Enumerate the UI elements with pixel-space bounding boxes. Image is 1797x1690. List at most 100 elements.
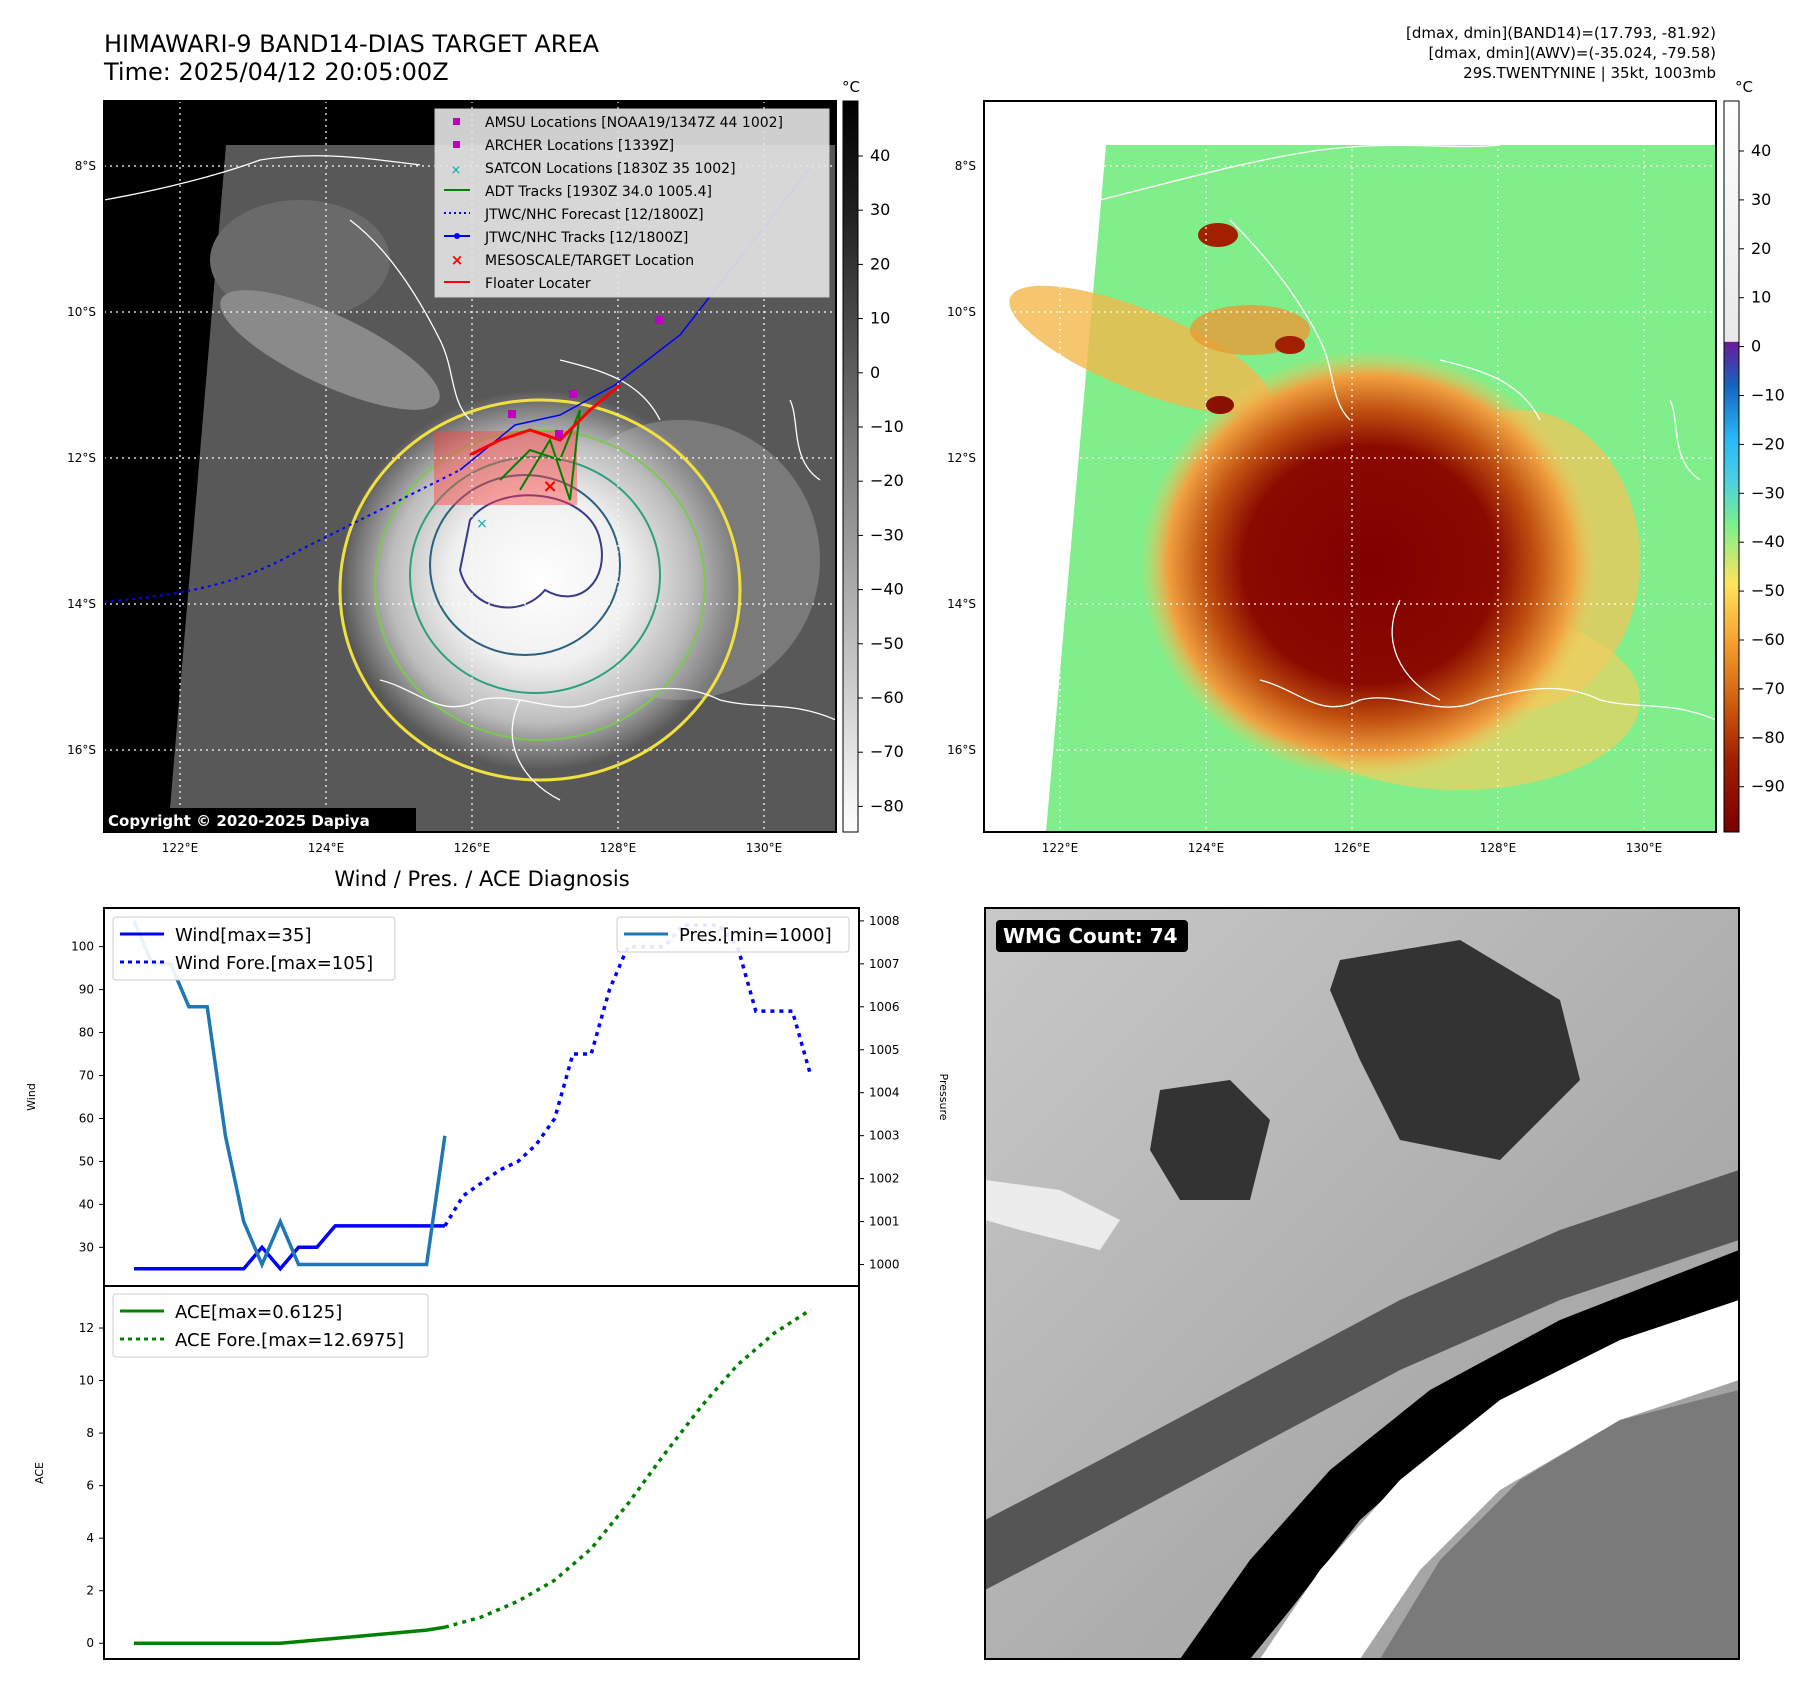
wmg-panel: WMG Count: 74 [984,907,1740,1660]
legend-marker-jtwc-dot [454,233,460,239]
colorbar-tick-label: 30 [1751,190,1771,209]
colorbar-tick-label: −90 [1751,777,1785,796]
pressure-axis-label: Pressure [937,1074,950,1121]
ir-map-frame [103,100,837,833]
ir-lon-labels: 122°E 124°E 126°E 128°E 130°E [162,841,783,855]
wv-colorbar-ticks: 40 30 20 10 0 −10 −20 −30 −40 −50 −60 −70 −80 −90 [1739,141,1785,796]
wv-storm-core [1140,350,1600,780]
wmg-cold-region [1150,1080,1270,1200]
ace-fore-legend-label: ACE Fore.[max=12.6975] [175,1330,404,1351]
wmg-band [1380,1390,1739,1659]
legend-label: ADT Tracks [1930Z 34.0 1005.4] [485,184,712,200]
legend-marker-archer [453,141,460,148]
legend-label: MESOSCALE/TARGET Location [485,253,694,269]
wv-map-frame [983,100,1717,833]
pressure-legend-label: Pres.[min=1000] [679,925,832,946]
ace-y-tick-label: 10 [79,1374,94,1388]
lat-label: 10°S [67,305,96,319]
lon-label: 128°E [600,841,637,855]
wind-y-tick-label: 40 [79,1197,94,1211]
wv-lon-labels: 122°E 124°E 126°E 128°E 130°E [1042,841,1663,855]
lat-label: 8°S [75,159,96,173]
jtwc-track [459,167,811,471]
figure-title: HIMAWARI-9 BAND14-DIAS TARGET AREA [104,30,600,58]
colorbar-tick-label: −10 [870,417,904,436]
wind-y-tick-label: 80 [79,1026,94,1040]
colorbar-tick-label: −30 [1751,483,1785,502]
pressure-y-tick-label: 1006 [869,1000,900,1014]
adt-track [499,409,581,501]
lat-label: 8°S [955,159,976,173]
lon-label: 130°E [1626,841,1663,855]
lon-label: 130°E [746,841,783,855]
wmg-cold-region [1330,940,1580,1160]
colorbar-tick-label: −70 [870,742,904,761]
wind-axis-label: Wind [25,1083,38,1111]
amsu-marker [508,410,516,418]
lon-label: 128°E [1480,841,1517,855]
mesoscale-marker: × [542,476,557,497]
legend-marker-satcon: × [451,163,462,178]
colorbar-tick-label: −40 [870,580,904,599]
pressure-y-ticks: 1000 1001 1002 1003 1004 1005 1006 1007 1008 [859,914,900,1272]
archer-marker [555,430,563,438]
legend-label: JTWC/NHC Tracks [12/1800Z] [484,230,688,246]
lon-label: 122°E [1042,841,1079,855]
jtwc-forecast-track [104,469,461,603]
pressure-y-tick-label: 1003 [869,1129,900,1143]
lon-label: 126°E [1334,841,1371,855]
wind-y-tick-label: 60 [79,1111,94,1125]
lat-label: 10°S [947,305,976,319]
pressure-y-tick-label: 1004 [869,1086,900,1100]
wmg-count-badge [996,920,1188,952]
ace-axis-label: ACE [33,1462,46,1484]
pressure-y-tick-label: 1001 [869,1215,900,1229]
lat-label: 12°S [947,451,976,465]
colorbar-tick-label: −60 [870,688,904,707]
copyright-label: Copyright © 2020-2025 Dapiya [108,812,370,830]
colorbar-tick-label: −50 [870,634,904,653]
wv-colorbar [1723,100,1740,833]
stats-line: 29S.TWENTYNINE | 35kt, 1003mb [1463,64,1716,82]
ace-y-tick-label: 12 [79,1321,94,1335]
ir-contour [458,494,603,609]
colorbar-tick-label: 10 [1751,288,1771,307]
colorbar-tick-label: 10 [870,309,890,328]
colorbar-tick-label: 30 [870,200,890,219]
ir-legend-box [434,108,830,298]
stats-block: [dmax, dmin](BAND14)=(17.793, -81.92) [d… [1406,24,1716,82]
wind-y-tick-label: 70 [79,1069,94,1083]
figure-time: Time: 2025/04/12 20:05:00Z [103,58,449,86]
lon-label: 124°E [1188,841,1225,855]
wmg-count-label: WMG Count: 74 [1003,924,1178,948]
wmg-band [985,1170,1739,1590]
legend-label: AMSU Locations [NOAA19/1347Z 44 1002] [485,115,783,131]
lat-label: 14°S [67,597,96,611]
stats-line: [dmax, dmin](BAND14)=(17.793, -81.92) [1406,24,1716,42]
ace-series-line-1 [444,1308,812,1629]
floater-track [469,383,621,457]
amsu-marker [655,316,663,324]
pressure-y-tick-label: 1007 [869,957,900,971]
colorbar-tick-label: −80 [1751,728,1785,747]
pressure-y-tick-label: 1008 [869,914,900,928]
wind-y-tick-label: 90 [79,983,94,997]
ir-storm-core [340,390,740,770]
wv-gridlines [984,101,1716,832]
lon-label: 126°E [454,841,491,855]
wv-lat-labels: 8°S 10°S 12°S 14°S 16°S [947,159,976,757]
ace-y-tick-label: 4 [86,1531,94,1545]
colorbar-tick-label: −50 [1751,581,1785,600]
ir-cloud [210,200,390,320]
colorbar-tick-label: 20 [870,254,890,273]
wind-y-tick-label: 30 [79,1240,94,1254]
ace-series-line-0 [134,1625,446,1645]
wv-dry-spot [1275,336,1305,354]
legend-marker-mesoscale: × [451,251,464,269]
colorbar-tick-label: 40 [1751,141,1771,160]
legend-label: ARCHER Locations [1339Z] [485,138,674,154]
wv-map: °C 40 30 20 10 0 −10 −20 −30 −40 −50 −60 −70 −80 −90 [983,78,1785,833]
lat-label: 12°S [67,451,96,465]
ir-legend: × × AMSU Locations [NOAA19/1347Z 44 1002… [434,108,830,298]
ace-chart-frame [103,1285,860,1660]
